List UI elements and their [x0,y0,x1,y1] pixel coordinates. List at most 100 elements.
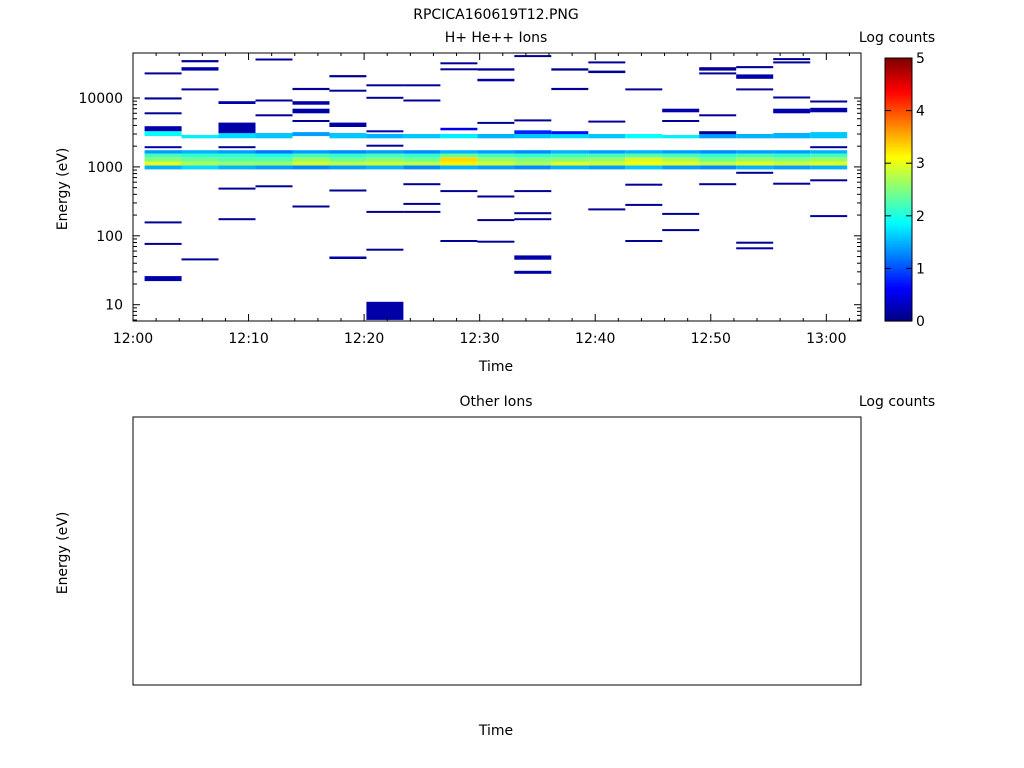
heatmap-cell [329,256,367,259]
heatmap-cell [588,150,626,154]
colorbar-segment [885,248,912,252]
colorbar-segment [885,281,912,285]
colorbar-segment [885,152,912,156]
heatmap-cell [810,179,848,182]
y-tick-label: 10 [105,298,123,314]
colorbar-segment [885,165,912,169]
colorbar-segment [885,84,912,88]
colorbar-segment [885,106,912,110]
heatmap-cell [477,219,515,222]
colorbar-segment [885,288,912,291]
x-tick-label: 12:40 [575,331,615,347]
heatmap-cell [144,161,182,166]
colorbar-segment [885,312,912,316]
heatmap-cell [736,247,774,250]
plot-frame [132,52,862,322]
heatmap-cell [736,88,774,91]
heatmap-cell [144,276,182,282]
heatmap-cell [477,161,515,166]
heatmap-cell [625,183,663,186]
colorbar-segment [885,316,912,320]
colorbar-segment [885,77,912,81]
colorbar-segment [885,257,912,261]
colorbar-segment [885,299,912,302]
panel-title: H+ He++ Ions [445,30,548,46]
heatmap-cell [551,165,589,170]
heatmap-cell [662,161,700,166]
heatmap-cell [255,114,293,117]
colorbar-segment [885,277,912,280]
colorbar-segment [885,101,912,105]
colorbar-segment [885,204,912,208]
colorbar-segment [885,145,912,149]
heatmap-cell [144,97,182,100]
heatmap-cell [366,130,404,133]
heatmap-cell [551,153,589,158]
heatmap-cell [514,157,552,162]
heatmap-cell [736,150,774,154]
heatmap-cell [366,301,404,320]
heatmap-cell [477,165,515,170]
colorbar-segment [885,242,912,245]
heatmap-cell [292,132,330,137]
colorbar-segment [885,215,912,219]
heatmap-cell [514,255,552,260]
heatmap-cell [366,150,404,154]
heatmap-cell [292,87,330,91]
colorbar-tick-label: 5 [916,51,925,67]
heatmap-cell [218,122,256,134]
heatmap-cell [255,133,293,139]
colorbar-segment [885,239,912,243]
colorbar-segment [885,198,912,202]
heatmap-cell [440,127,478,131]
colorbar-segment [885,88,912,92]
heatmap-cell [403,84,441,87]
heatmap-cell [699,153,737,158]
colorbar-label: Log counts [859,394,935,410]
heatmap-cell [551,131,589,135]
heatmap-cell [403,150,441,154]
heatmap-cell [514,270,552,274]
colorbar-segment [885,176,912,180]
y-tick-label: 100 [96,229,123,245]
colorbar-segment [885,180,912,184]
heatmap-cell [736,157,774,162]
heatmap-cell [662,165,700,170]
colorbar-segment [885,82,912,85]
heatmap-cell [810,132,848,139]
colorbar-segment [885,303,912,307]
heatmap-cell [810,107,848,113]
heatmap-cell [144,153,182,158]
colorbar-segment [885,93,912,96]
colorbar-segment [885,147,912,151]
heatmap-cell [181,135,219,139]
heatmap-cell [366,248,404,251]
heatmap-cell [181,150,219,154]
heatmap-cell [366,153,404,158]
heatmap-cell [551,157,589,162]
colorbar-segment [885,161,912,164]
colorbar-segment [885,285,912,289]
heatmap-cell [366,165,404,170]
heatmap-cell [810,153,848,158]
heatmap-cell [699,157,737,162]
colorbar-tick-label: 1 [916,261,925,277]
heatmap-cell [255,58,293,61]
colorbar-segment [885,270,912,274]
heatmap-cell [514,190,552,193]
heatmap-cell [662,108,700,113]
heatmap-cell [329,161,367,166]
heatmap-cell [440,157,478,162]
y-tick-label: 10000 [78,91,123,107]
heatmap-cell [144,221,182,224]
heatmap-cell [292,161,330,166]
heatmap-cell [662,120,700,122]
heatmap-cell [625,134,663,139]
heatmap-cell [181,161,219,166]
colorbar-segment [885,62,912,66]
heatmap-cell [255,99,293,102]
heatmap-cell [218,153,256,158]
colorbar-segment [885,200,912,204]
colorbar-segment [885,237,912,241]
heatmap-cell [144,242,182,245]
